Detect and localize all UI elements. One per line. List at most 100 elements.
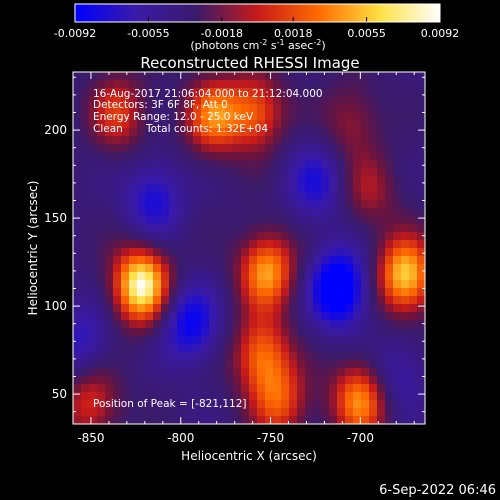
heatmap-cell [153, 104, 162, 113]
heatmap-cell [345, 328, 354, 337]
heatmap-cell [393, 280, 402, 289]
heatmap-cell [409, 336, 418, 345]
heatmap-cell [137, 112, 146, 121]
heatmap-cell [201, 224, 210, 233]
heatmap-cell [129, 360, 138, 369]
heatmap-cell [321, 368, 330, 377]
heatmap-cell [345, 240, 354, 249]
heatmap-cell [73, 384, 82, 393]
heatmap-cell [81, 96, 90, 105]
heatmap-cell [393, 416, 402, 425]
heatmap-cell [105, 240, 114, 249]
heatmap-cell [289, 128, 298, 137]
heatmap-cell [201, 296, 210, 305]
heatmap-cell [345, 376, 354, 385]
heatmap-cell [409, 160, 418, 169]
heatmap-cell [417, 192, 426, 201]
heatmap-cell [337, 88, 346, 97]
heatmap-cell [329, 336, 338, 345]
heatmap-cell [105, 88, 114, 97]
heatmap-cell [177, 240, 186, 249]
heatmap-cell [249, 80, 258, 89]
heatmap-cell [73, 240, 82, 249]
heatmap-cell [169, 200, 178, 209]
heatmap-cell [169, 128, 178, 137]
heatmap-cell [209, 280, 218, 289]
heatmap-cell [169, 72, 178, 81]
heatmap-cell [121, 104, 130, 113]
heatmap-cell [185, 336, 194, 345]
heatmap-cell [89, 80, 98, 89]
heatmap-cell [81, 376, 90, 385]
heatmap-cell [337, 224, 346, 233]
heatmap-cell [417, 360, 426, 369]
heatmap-cell [393, 400, 402, 409]
heatmap-cell [105, 184, 114, 193]
heatmap-cell [305, 264, 314, 273]
heatmap-cell [369, 368, 378, 377]
heatmap-cell [201, 384, 210, 393]
heatmap-cell [129, 384, 138, 393]
heatmap-cell [257, 376, 266, 385]
heatmap-cell [89, 400, 98, 409]
heatmap-cell [193, 312, 202, 321]
heatmap-cell [265, 360, 274, 369]
heatmap-cell [217, 416, 226, 425]
heatmap-cell [241, 168, 250, 177]
heatmap-cell [81, 256, 90, 265]
heatmap-cell [273, 136, 282, 145]
heatmap-cell [137, 368, 146, 377]
heatmap-cell [401, 368, 410, 377]
heatmap-cell [281, 280, 290, 289]
heatmap-cell [113, 152, 122, 161]
heatmap-cell [281, 296, 290, 305]
y-tick-label: 50 [52, 387, 67, 401]
heatmap-cell [241, 256, 250, 265]
heatmap-cell [233, 152, 242, 161]
heatmap-cell [73, 360, 82, 369]
heatmap-cell [289, 280, 298, 289]
heatmap-cell [217, 360, 226, 369]
heatmap-cell [353, 352, 362, 361]
heatmap-cell [241, 392, 250, 401]
heatmap-cell [273, 384, 282, 393]
heatmap-cell [169, 192, 178, 201]
heatmap-cell [409, 192, 418, 201]
heatmap-cell [169, 400, 178, 409]
heatmap-cell [345, 72, 354, 81]
heatmap-cell [273, 128, 282, 137]
heatmap-cell [313, 176, 322, 185]
heatmap-cell [329, 104, 338, 113]
heatmap-cell [305, 152, 314, 161]
heatmap-cell [345, 128, 354, 137]
heatmap-cell [273, 344, 282, 353]
heatmap-cell [305, 352, 314, 361]
heatmap-cell [281, 400, 290, 409]
heatmap-cell [249, 288, 258, 297]
heatmap-cell [201, 104, 210, 113]
heatmap-cell [305, 272, 314, 281]
heatmap-cell [73, 272, 82, 281]
heatmap-cell [265, 104, 274, 113]
heatmap-cell [209, 312, 218, 321]
heatmap-cell [305, 168, 314, 177]
heatmap-cell [209, 416, 218, 425]
heatmap-cell [73, 312, 82, 321]
heatmap-cell [121, 392, 130, 401]
heatmap-cell [353, 240, 362, 249]
heatmap-cell [273, 152, 282, 161]
heatmap-cell [369, 376, 378, 385]
heatmap-cell [361, 216, 370, 225]
heatmap-cell [249, 392, 258, 401]
heatmap-cell [401, 96, 410, 105]
heatmap-cell [89, 416, 98, 425]
heatmap-cell [145, 264, 154, 273]
heatmap-cell [145, 408, 154, 417]
heatmap-cell [169, 152, 178, 161]
heatmap-cell [73, 352, 82, 361]
heatmap-cell [297, 184, 306, 193]
heatmap-cell [361, 136, 370, 145]
heatmap-cell [361, 96, 370, 105]
heatmap-cell [409, 384, 418, 393]
heatmap-cell [353, 232, 362, 241]
